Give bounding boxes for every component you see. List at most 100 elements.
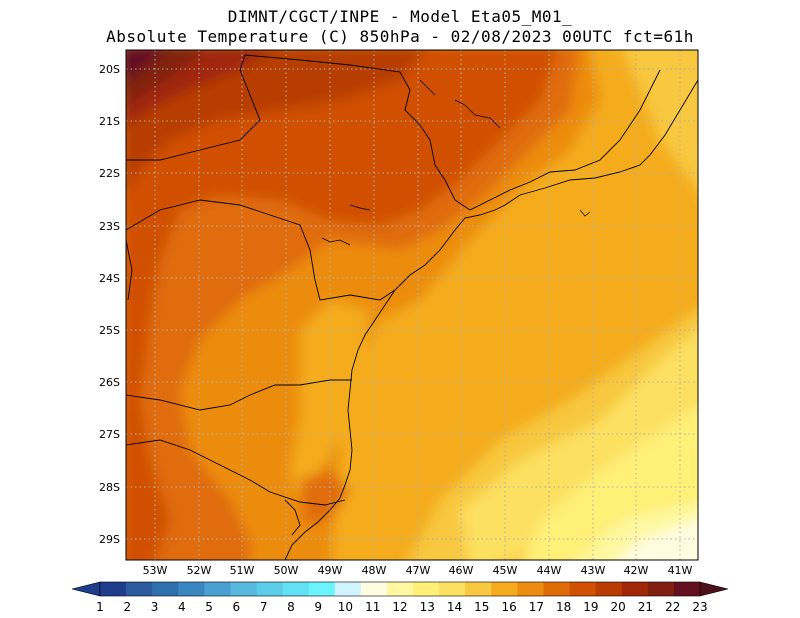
lon-label: 47W bbox=[406, 564, 431, 577]
lake-shore bbox=[284, 499, 301, 536]
field-t16-coast bbox=[290, 300, 370, 500]
lat-label: 25S bbox=[99, 324, 120, 337]
border-sp-pr bbox=[126, 199, 396, 301]
colorbar-label: 21 bbox=[638, 600, 653, 614]
lat-label: 26S bbox=[99, 376, 120, 389]
colorbar-cell bbox=[621, 582, 649, 596]
colorbar-cell bbox=[517, 582, 544, 596]
colorbar-cell bbox=[439, 582, 466, 596]
colorbar-cell bbox=[647, 582, 675, 596]
lat-label: 23S bbox=[99, 220, 120, 233]
coastline bbox=[284, 79, 698, 560]
field-t11 bbox=[617, 519, 698, 560]
colorbar-label: 17 bbox=[529, 600, 544, 614]
title-line-1: DIMNT/CGCT/INPE - Model Eta05_M01_ bbox=[227, 7, 573, 26]
colorbar-label: 18 bbox=[556, 600, 571, 614]
lon-label: 42W bbox=[624, 564, 649, 577]
colorbar-cells bbox=[99, 581, 701, 597]
lat-axis: 20S 21S 22S 23S 24S 25S 26S 27S 28S 29S bbox=[99, 63, 120, 546]
colorbar-cell bbox=[569, 582, 596, 596]
colorbar-cell bbox=[282, 582, 309, 596]
colorbar-cell bbox=[204, 582, 231, 596]
lat-label: 29S bbox=[99, 533, 120, 546]
colorbar-label: 4 bbox=[178, 600, 186, 614]
lon-axis: 53W 52W 51W 50W 49W 48W 47W 46W 45W 44W … bbox=[143, 564, 693, 577]
border-mg-sp bbox=[126, 54, 261, 161]
colorbar-label: 3 bbox=[151, 600, 159, 614]
title-line-2: Absolute Temperature (C) 850hPa - 02/08/… bbox=[106, 27, 694, 46]
colorbar-label: 12 bbox=[392, 600, 407, 614]
border-sc-rs bbox=[126, 439, 346, 506]
lon-label: 52W bbox=[187, 564, 212, 577]
colorbar-cell bbox=[595, 582, 623, 596]
colorbar-frame bbox=[99, 581, 701, 597]
lat-label: 24S bbox=[99, 272, 120, 285]
colorbar-cell bbox=[491, 582, 518, 596]
field-t13 bbox=[525, 407, 698, 560]
lon-label: 53W bbox=[143, 564, 168, 577]
colorbar-label: 2 bbox=[123, 600, 131, 614]
lon-label: 49W bbox=[318, 564, 343, 577]
plot-frame bbox=[125, 49, 699, 561]
field-t14 bbox=[460, 329, 698, 560]
lat-label: 28S bbox=[99, 481, 120, 494]
lon-label: 43W bbox=[581, 564, 606, 577]
colorbar-label: 11 bbox=[365, 600, 380, 614]
colorbar-cell bbox=[126, 582, 153, 596]
colorbar-cell bbox=[543, 582, 570, 596]
colorbar-label: 20 bbox=[611, 600, 626, 614]
colorbar-cell bbox=[386, 582, 414, 596]
colorbar-label: 13 bbox=[420, 600, 435, 614]
colorbar-label: 19 bbox=[583, 600, 598, 614]
colorbar-cell bbox=[334, 582, 362, 596]
colorbar-end-low bbox=[71, 581, 101, 597]
colorbar-label: 14 bbox=[447, 600, 462, 614]
colorbar-label: 5 bbox=[205, 600, 213, 614]
lakes bbox=[321, 79, 591, 246]
colorbar-cell bbox=[308, 582, 336, 596]
colorbar-label: 8 bbox=[287, 600, 295, 614]
colorbar-labels: 1 2 3 4 5 6 7 8 9 10 11 12 13 14 15 16 17 18 19 20 21 22 23 bbox=[96, 600, 707, 614]
lon-label: 41W bbox=[668, 564, 693, 577]
border-ms-pr bbox=[126, 239, 133, 301]
lat-label: 27S bbox=[99, 428, 120, 441]
lat-label: 20S bbox=[99, 63, 120, 76]
boundaries bbox=[126, 54, 698, 560]
field-t23 bbox=[126, 50, 164, 81]
colorbar-label: 9 bbox=[314, 600, 322, 614]
colorbar-label: 1 bbox=[96, 600, 104, 614]
colorbar-cell bbox=[360, 582, 388, 596]
colorbar-label: 6 bbox=[233, 600, 241, 614]
field-t18-coast-pocket bbox=[300, 470, 350, 525]
lon-label: 45W bbox=[493, 564, 518, 577]
colorbar-end-high bbox=[699, 581, 729, 597]
colorbar-label: 10 bbox=[338, 600, 353, 614]
colorbar-label: 23 bbox=[692, 600, 707, 614]
colorbar-cell bbox=[465, 582, 492, 596]
border-mg-rj bbox=[469, 69, 661, 211]
lat-label: 21S bbox=[99, 115, 120, 128]
colorbar-cell bbox=[152, 582, 179, 596]
border-sp-rj bbox=[244, 54, 471, 211]
colorbar: 1 2 3 4 5 6 7 8 9 10 11 12 13 14 15 16 17 18 19 20 21 22 23 bbox=[71, 581, 729, 614]
colorbar-cell bbox=[178, 582, 205, 596]
temperature-field bbox=[126, 50, 698, 560]
colorbar-cell bbox=[673, 582, 701, 596]
lon-label: 50W bbox=[274, 564, 299, 577]
field-t19 bbox=[126, 50, 558, 560]
lon-label: 48W bbox=[362, 564, 387, 577]
border-pr-sc bbox=[126, 379, 352, 411]
lon-label: 44W bbox=[537, 564, 562, 577]
lon-label: 51W bbox=[230, 564, 255, 577]
lat-label: 22S bbox=[99, 167, 120, 180]
lon-label: 46W bbox=[449, 564, 474, 577]
colorbar-label: 15 bbox=[474, 600, 489, 614]
colorbar-cell bbox=[100, 582, 127, 596]
colorbar-cell bbox=[230, 582, 257, 596]
colorbar-label: 7 bbox=[260, 600, 268, 614]
colorbar-label: 16 bbox=[501, 600, 516, 614]
colorbar-cell bbox=[413, 582, 440, 596]
colorbar-label: 22 bbox=[665, 600, 680, 614]
colorbar-cell bbox=[256, 582, 283, 596]
